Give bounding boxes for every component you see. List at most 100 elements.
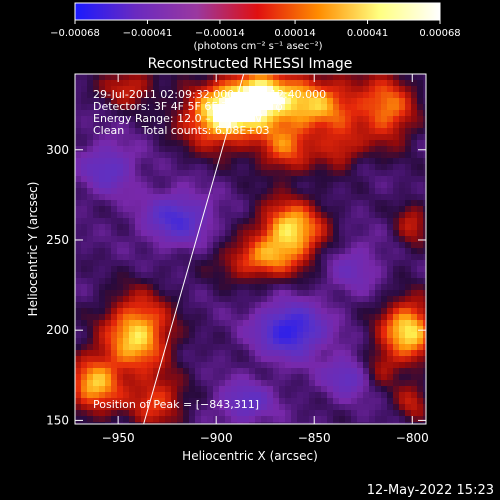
heatmap-cell: [255, 338, 262, 345]
heatmap-cell: [333, 254, 340, 261]
heatmap-cell: [333, 92, 340, 99]
heatmap-cell: [219, 236, 226, 243]
heatmap-cell: [93, 254, 100, 261]
heatmap-cell: [363, 146, 370, 153]
plot-timestamp: 12-May-2022 15:23: [366, 483, 494, 498]
heatmap-cell: [243, 326, 250, 333]
heatmap-cell: [417, 326, 424, 333]
heatmap-cell: [111, 134, 118, 141]
heatmap-cell: [345, 248, 352, 255]
heatmap-cell: [393, 368, 400, 375]
heatmap-cell: [405, 404, 412, 411]
colorbar-tick-label: 0.00014: [274, 28, 315, 39]
heatmap-cell: [291, 128, 298, 135]
heatmap-cell: [207, 344, 214, 351]
heatmap-cell: [153, 98, 160, 105]
heatmap-cell: [147, 122, 154, 129]
heatmap-cell: [231, 92, 238, 99]
heatmap-cell: [117, 80, 124, 87]
heatmap-cell: [363, 74, 370, 81]
heatmap-cell: [363, 290, 370, 297]
heatmap-cell: [243, 80, 250, 87]
heatmap-cell: [75, 374, 82, 381]
heatmap-cell: [291, 278, 298, 285]
heatmap-cell: [351, 326, 358, 333]
heatmap-cell: [177, 110, 184, 117]
heatmap-cell: [381, 122, 388, 129]
heatmap-cell: [393, 170, 400, 177]
heatmap-cell: [189, 290, 196, 297]
heatmap-cell: [417, 218, 424, 225]
heatmap-cell: [87, 230, 94, 237]
heatmap-cell: [123, 338, 130, 345]
heatmap-cell: [237, 350, 244, 357]
heatmap-cell: [333, 266, 340, 273]
limb-line: [143, 74, 245, 424]
heatmap-cell: [375, 260, 382, 267]
heatmap-cell: [333, 368, 340, 375]
heatmap-cell: [75, 176, 82, 183]
heatmap-cell: [405, 164, 412, 171]
heatmap-cell: [297, 242, 304, 249]
heatmap-cell: [423, 212, 426, 219]
heatmap-cell: [321, 416, 328, 423]
heatmap-cell: [105, 254, 112, 261]
heatmap-cell: [267, 320, 274, 327]
heatmap-cell: [291, 326, 298, 333]
heatmap-cell: [345, 146, 352, 153]
heatmap-cell: [147, 392, 154, 399]
heatmap-cell: [249, 296, 256, 303]
heatmap-cell: [309, 128, 316, 135]
heatmap-cell: [333, 152, 340, 159]
heatmap-cell: [135, 392, 142, 399]
heatmap-cell: [327, 386, 334, 393]
heatmap-cell: [159, 158, 166, 165]
heatmap-cell: [273, 134, 280, 141]
heatmap-cell: [363, 422, 370, 424]
heatmap-cell: [237, 398, 244, 405]
heatmap-cell: [381, 362, 388, 369]
heatmap-cell: [99, 116, 106, 123]
heatmap-cell: [405, 296, 412, 303]
heatmap-cell: [285, 110, 292, 117]
heatmap-cell: [81, 314, 88, 321]
heatmap-cell: [375, 206, 382, 213]
heatmap-cell: [327, 224, 334, 231]
heatmap-cell: [147, 416, 154, 423]
heatmap-cell: [117, 356, 124, 363]
heatmap-cell: [207, 122, 214, 129]
heatmap-cell: [315, 260, 322, 267]
heatmap-cell: [261, 170, 268, 177]
heatmap-cell: [255, 104, 262, 111]
heatmap-cell: [75, 110, 82, 117]
heatmap-cell: [285, 116, 292, 123]
heatmap-cell: [369, 80, 376, 87]
heatmap-cell: [87, 410, 94, 417]
heatmap-cell: [321, 368, 328, 375]
heatmap-cell: [345, 338, 352, 345]
heatmap-cell: [255, 356, 262, 363]
heatmap-cell: [189, 86, 196, 93]
heatmap-cell: [321, 170, 328, 177]
heatmap-cell: [213, 116, 220, 123]
heatmap-cell: [201, 242, 208, 249]
heatmap-cell: [399, 200, 406, 207]
heatmap-cell: [129, 134, 136, 141]
heatmap-cell: [189, 422, 196, 424]
heatmap-cell: [399, 350, 406, 357]
heatmap-cell: [363, 410, 370, 417]
heatmap-cell: [117, 158, 124, 165]
heatmap-cell: [261, 398, 268, 405]
heatmap-cell: [267, 242, 274, 249]
heatmap-cell: [417, 374, 424, 381]
heatmap-cell: [183, 284, 190, 291]
heatmap-cell: [363, 134, 370, 141]
heatmap-cell: [375, 224, 382, 231]
heatmap-cell: [159, 392, 166, 399]
heatmap-cell: [135, 386, 142, 393]
heatmap-cell: [315, 110, 322, 117]
heatmap-cell: [219, 290, 226, 297]
heatmap-cell: [225, 104, 232, 111]
heatmap-cell: [105, 146, 112, 153]
heatmap-cell: [417, 80, 424, 87]
